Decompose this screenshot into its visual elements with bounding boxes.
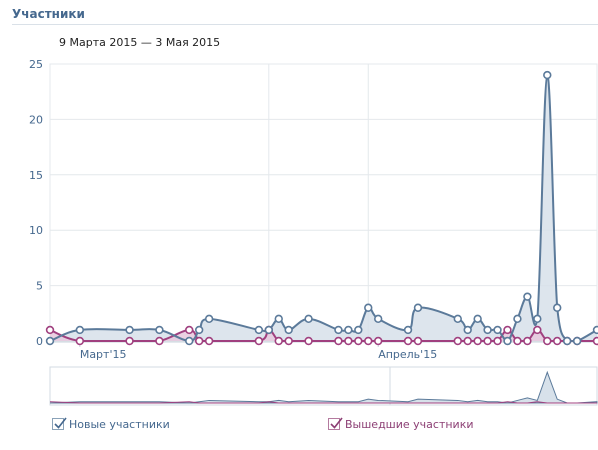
data-point-new bbox=[553, 303, 562, 312]
data-point-left bbox=[413, 336, 423, 346]
data-point-left bbox=[513, 336, 522, 346]
data-point-left bbox=[473, 336, 482, 346]
navigator-series-left bbox=[49, 401, 597, 404]
data-point-new bbox=[453, 314, 462, 324]
data-point-left bbox=[304, 336, 313, 346]
legend-label-new: Новые участники bbox=[69, 417, 170, 431]
data-point-left bbox=[553, 336, 562, 346]
data-point-left bbox=[344, 336, 353, 346]
data-point-new bbox=[354, 325, 363, 335]
data-point-new bbox=[194, 325, 204, 335]
data-point-left bbox=[204, 336, 214, 346]
data-point-new bbox=[304, 314, 313, 324]
data-point-left bbox=[503, 325, 512, 335]
data-point-new bbox=[45, 336, 55, 346]
data-point-new bbox=[264, 325, 273, 335]
data-point-new bbox=[562, 336, 572, 346]
data-point-left bbox=[185, 325, 194, 335]
data-point-new bbox=[403, 325, 413, 335]
check-icon bbox=[54, 417, 67, 429]
data-point-left bbox=[125, 336, 134, 346]
data-point-left bbox=[354, 336, 363, 346]
data-point-left bbox=[523, 336, 532, 346]
data-point-new bbox=[513, 314, 522, 324]
data-point-new bbox=[483, 325, 492, 335]
series-area-new bbox=[50, 75, 597, 342]
navigator-series-new bbox=[49, 370, 598, 404]
data-point-new bbox=[344, 325, 353, 335]
x-tick-label: Март'15 bbox=[80, 348, 127, 361]
members-chart: 0 5 10 15 20 25 Март'15 Апрель'15 bbox=[29, 58, 598, 406]
data-point-left bbox=[75, 336, 85, 346]
data-point-left bbox=[533, 325, 542, 335]
legend-new-members[interactable]: Новые участники bbox=[52, 416, 170, 432]
data-point-left bbox=[194, 336, 204, 346]
y-tick-label: 15 bbox=[29, 169, 43, 182]
y-tick-label: 0 bbox=[36, 335, 43, 348]
data-point-left bbox=[463, 336, 472, 346]
checkbox-left-members[interactable] bbox=[328, 417, 343, 430]
data-point-left bbox=[493, 336, 502, 346]
data-point-new bbox=[493, 325, 502, 335]
data-point-new bbox=[155, 325, 164, 335]
data-point-left bbox=[254, 336, 264, 346]
data-point-left bbox=[274, 336, 283, 346]
data-point-new bbox=[204, 314, 214, 324]
x-tick-label: Апрель'15 bbox=[378, 348, 437, 361]
legend-label-left: Вышедшие участники bbox=[345, 417, 474, 431]
data-point-new bbox=[572, 336, 582, 346]
data-point-new bbox=[364, 303, 373, 312]
data-point-new bbox=[543, 70, 552, 80]
data-point-new bbox=[185, 336, 194, 346]
data-point-left bbox=[592, 336, 598, 346]
data-point-new bbox=[592, 325, 598, 335]
data-point-new bbox=[334, 325, 343, 335]
data-point-new bbox=[533, 314, 542, 324]
data-point-new bbox=[284, 325, 293, 335]
data-point-left bbox=[284, 336, 293, 346]
data-point-left bbox=[334, 336, 343, 346]
data-point-new bbox=[254, 325, 264, 335]
plot-area bbox=[49, 63, 598, 342]
y-tick-label: 10 bbox=[29, 224, 43, 237]
data-point-new bbox=[125, 325, 134, 335]
data-point-left bbox=[403, 336, 413, 346]
data-point-new bbox=[473, 314, 482, 324]
data-point-left bbox=[364, 336, 373, 346]
chart-title: Участники bbox=[12, 7, 85, 21]
data-point-left bbox=[45, 325, 55, 335]
data-point-new bbox=[413, 303, 423, 312]
data-point-new bbox=[75, 325, 85, 335]
data-point-left bbox=[543, 336, 552, 346]
y-tick-label: 25 bbox=[29, 58, 43, 71]
data-point-new bbox=[274, 314, 283, 324]
y-tick-label: 5 bbox=[36, 280, 43, 293]
date-range-label[interactable]: 9 Марта 2015 — 3 Мая 2015 bbox=[59, 36, 221, 49]
data-point-new bbox=[463, 325, 472, 335]
legend-left-members[interactable]: Вышедшие участники bbox=[328, 416, 474, 432]
data-point-left bbox=[483, 336, 492, 346]
data-point-new bbox=[374, 314, 383, 324]
checkbox-new-members[interactable] bbox=[52, 417, 67, 430]
navigator-frame bbox=[49, 366, 598, 406]
data-point-left bbox=[453, 336, 462, 346]
data-point-new bbox=[523, 292, 532, 301]
check-icon bbox=[330, 417, 343, 429]
data-point-left bbox=[155, 336, 164, 346]
data-point-new bbox=[503, 336, 512, 346]
title-divider bbox=[12, 24, 598, 25]
data-point-left bbox=[374, 336, 383, 346]
y-tick-label: 20 bbox=[29, 113, 43, 126]
